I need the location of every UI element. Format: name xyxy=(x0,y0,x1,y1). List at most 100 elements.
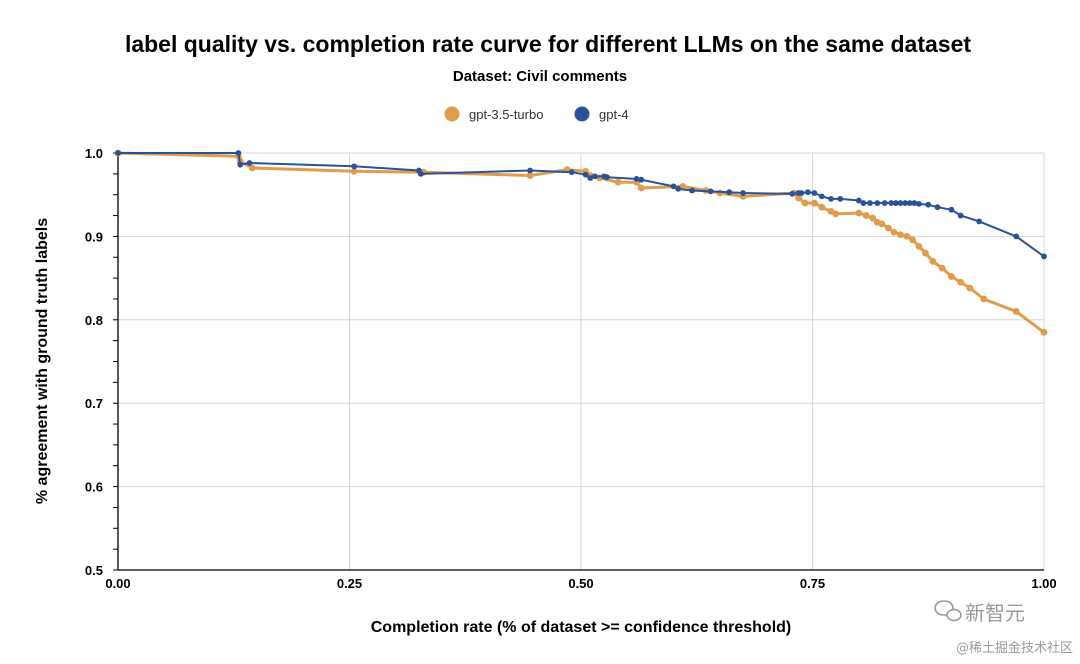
data-point xyxy=(689,187,696,194)
data-point xyxy=(976,218,983,225)
data-point xyxy=(903,233,911,240)
series-layer xyxy=(114,149,1048,336)
data-point xyxy=(855,197,862,204)
data-point xyxy=(934,204,941,211)
data-point xyxy=(417,170,424,177)
legend-marker xyxy=(574,106,590,122)
data-point xyxy=(633,175,640,182)
data-point xyxy=(582,171,589,178)
data-point xyxy=(351,163,358,170)
data-point xyxy=(716,189,724,197)
data-point xyxy=(804,189,811,196)
legend-label: gpt-4 xyxy=(599,107,629,122)
x-tick-label: 0.00 xyxy=(105,576,130,591)
data-point xyxy=(237,161,244,168)
x-tick-label: 0.25 xyxy=(337,576,362,591)
chart-subtitle: Dataset: Civil comments xyxy=(453,68,627,85)
y-axis-label: % agreement with ground truth labels xyxy=(34,218,51,504)
wechat-icon xyxy=(934,600,962,622)
y-tick-label: 1.0 xyxy=(85,146,103,161)
data-point xyxy=(916,200,922,207)
data-point xyxy=(909,236,916,244)
data-point xyxy=(892,200,899,206)
data-point xyxy=(587,175,594,181)
data-point xyxy=(897,200,904,206)
data-point xyxy=(911,200,918,206)
y-tick-label: 0.6 xyxy=(85,480,103,495)
data-point xyxy=(1041,253,1047,260)
data-point xyxy=(881,200,888,206)
data-point xyxy=(828,195,834,202)
data-point xyxy=(246,160,253,166)
data-point xyxy=(707,188,714,195)
data-point xyxy=(885,224,892,232)
data-point xyxy=(591,173,598,180)
data-point xyxy=(929,258,937,265)
data-point xyxy=(957,278,965,286)
data-point xyxy=(638,176,645,183)
data-point xyxy=(897,231,904,239)
legend-label: gpt-3.5-turbo xyxy=(469,107,543,122)
data-point xyxy=(906,200,913,206)
data-point xyxy=(526,172,534,179)
x-tick-label: 0.75 xyxy=(800,576,825,591)
data-point xyxy=(614,178,622,186)
data-point xyxy=(810,199,818,207)
legend-marker xyxy=(444,106,460,122)
data-point xyxy=(568,169,575,176)
data-point xyxy=(890,228,898,236)
data-point xyxy=(527,167,533,174)
y-tick-label: 0.7 xyxy=(85,396,103,411)
watermark-source: @稀土掘金技术社区 xyxy=(956,640,1073,656)
data-point xyxy=(795,194,803,202)
x-tick-label: 1.00 xyxy=(1031,576,1056,591)
data-point xyxy=(675,185,682,192)
data-point xyxy=(248,164,256,172)
data-point xyxy=(740,190,746,196)
series-gpt-4 xyxy=(115,150,1047,260)
data-point xyxy=(948,273,955,280)
data-point xyxy=(818,203,826,211)
data-point xyxy=(832,210,840,218)
data-point xyxy=(679,182,687,190)
data-point xyxy=(670,183,677,190)
legend: gpt-3.5-turbo gpt-4 xyxy=(444,106,629,122)
data-point xyxy=(350,167,358,175)
data-point xyxy=(902,200,908,206)
grid xyxy=(118,152,1045,570)
data-point xyxy=(855,209,863,217)
data-point xyxy=(726,189,733,196)
data-point xyxy=(915,243,923,250)
data-point xyxy=(798,190,805,196)
data-point xyxy=(874,200,881,206)
x-tick-label: 0.50 xyxy=(568,576,593,591)
data-point xyxy=(1040,328,1048,336)
data-point xyxy=(860,200,867,206)
data-point xyxy=(1013,233,1020,240)
data-point xyxy=(869,214,877,222)
x-axis-label: Completion rate (% of dataset >= confide… xyxy=(371,619,792,636)
data-point xyxy=(925,201,932,208)
data-point xyxy=(811,190,818,196)
y-tick-label: 0.5 xyxy=(85,563,103,578)
axes: 0.5 0.6 0.7 0.8 0.9 1.0 0.00 0.25 0.50 0.75 1.00 xyxy=(85,146,1057,591)
data-point xyxy=(878,220,886,228)
data-point xyxy=(938,264,946,272)
y-tick-label: 0.9 xyxy=(85,229,103,244)
data-point xyxy=(948,206,955,213)
data-point xyxy=(922,249,929,257)
data-point xyxy=(1012,308,1020,315)
watermark: 新智元 @稀土掘金技术社区 xyxy=(934,600,1073,656)
data-point xyxy=(637,184,645,192)
data-point xyxy=(980,295,988,303)
data-point xyxy=(801,199,809,207)
data-point xyxy=(862,212,870,219)
data-point xyxy=(604,174,610,181)
data-point xyxy=(837,195,844,202)
data-point xyxy=(789,190,796,197)
data-point xyxy=(888,200,895,206)
y-tick-label: 0.8 xyxy=(85,313,103,328)
chart-title: label quality vs. completion rate curve … xyxy=(125,31,971,57)
data-point xyxy=(235,150,242,156)
